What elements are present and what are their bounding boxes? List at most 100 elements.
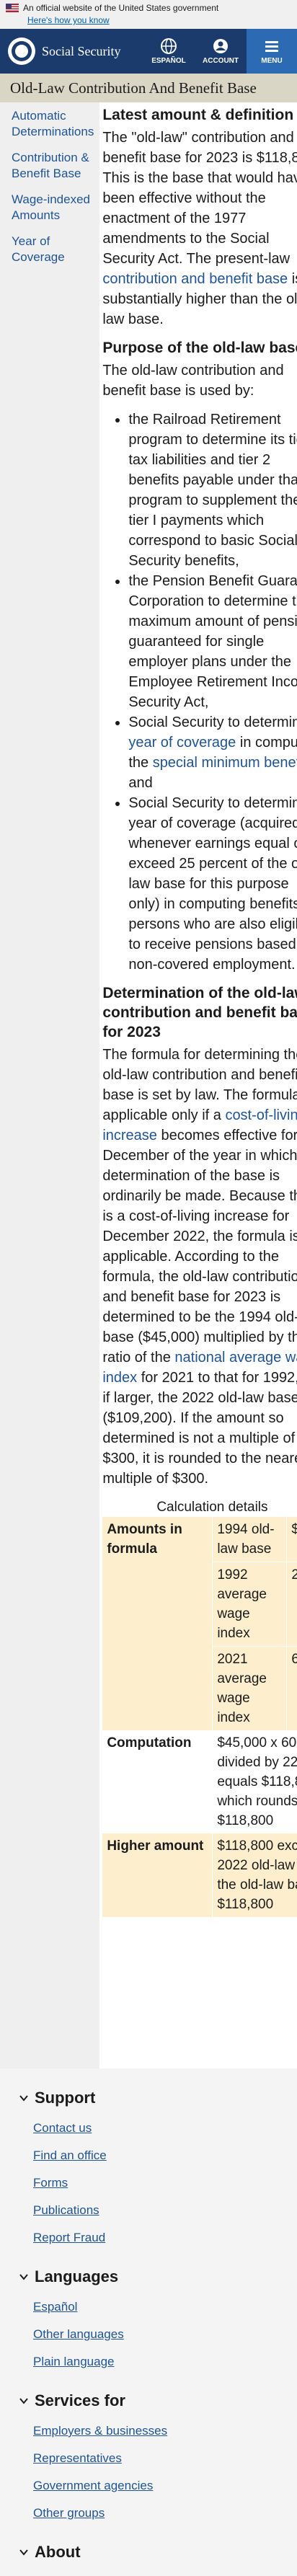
footer-link[interactable]: Contact us xyxy=(33,2121,92,2135)
footer-link[interactable]: Other languages xyxy=(33,2327,124,2341)
banner-link[interactable]: Here's how you know xyxy=(27,15,110,25)
sidebar: Automatic Determinations Contribution & B… xyxy=(0,102,100,2068)
main: Automatic Determinations Contribution & B… xyxy=(0,102,297,2068)
calc-table: Calculation details Amounts in formula 199… xyxy=(102,1497,297,1917)
cell: 2021 average wage index xyxy=(212,1646,287,1730)
text-run: Social Security to determine a year of c… xyxy=(128,795,297,973)
row-header: Amounts in formula xyxy=(107,1522,182,1557)
footer-link[interactable]: Forms xyxy=(33,2176,68,2190)
header-button[interactable]: ACCOUNT xyxy=(195,29,247,74)
table-row: Computation $45,000 x 60,575.07 divided b… xyxy=(102,1730,297,1833)
sidebar-link[interactable]: Wage-indexed Amounts xyxy=(12,192,90,222)
footer-heading-text: Languages xyxy=(35,2267,119,2285)
cell: 1992 average wage index xyxy=(212,1562,287,1647)
inline-link[interactable]: national average wage index xyxy=(102,1350,297,1386)
paragraph: The old-law contribution and benefit bas… xyxy=(102,360,297,401)
cell: 60,575.07 xyxy=(286,1646,297,1730)
footer-heading-text: About xyxy=(35,2543,81,2561)
inline-link[interactable]: year of coverage xyxy=(128,735,236,751)
paragraph: The formula for determining the old-law … xyxy=(102,1045,297,1489)
list-item: the Pension Benefit Guaranty Corporation… xyxy=(128,571,297,712)
chevron xyxy=(19,2095,28,2102)
header-button-label: ACCOUNT xyxy=(203,56,239,65)
page-title: Old-Law Contribution And Benefit Base xyxy=(10,79,257,97)
sidebar-link[interactable]: Year of Coverage xyxy=(12,234,65,264)
footer-heading[interactable]: Services for xyxy=(19,2391,297,2410)
chevron xyxy=(19,2549,28,2556)
list-item: Social Security to determine a year of c… xyxy=(128,712,297,793)
inline-link[interactable]: cost-of-living increase xyxy=(102,1107,297,1143)
table-row: Amounts in formula 1994 old-law base$45,0… xyxy=(102,1517,297,1562)
content: Latest amount & definition The "old-law" … xyxy=(99,102,297,2068)
footer-link[interactable]: Other groups xyxy=(33,2506,105,2520)
footer-link[interactable]: Publications xyxy=(33,2203,99,2217)
text-run: Social Security to determine a xyxy=(128,714,297,730)
footer-link[interactable]: Representatives xyxy=(33,2451,122,2465)
header-button-label: ESPAÑOL xyxy=(151,56,186,65)
cell: 22,935.42 xyxy=(286,1562,297,1647)
footer: Support Contact us Find an office Forms Publ… xyxy=(0,2068,297,2576)
footer-section: Support Contact us Find an office Forms Publ… xyxy=(19,2089,297,2252)
footer-link[interactable]: Report Fraud xyxy=(33,2231,106,2244)
sidebar-link[interactable]: Automatic Determinations xyxy=(12,109,94,138)
footer-section: Services for Employers & businesses Repres… xyxy=(19,2391,297,2527)
sidebar-link[interactable]: Contribution & Benefit Base xyxy=(12,151,89,180)
footer-heading[interactable]: Languages xyxy=(19,2267,297,2286)
cell: $45,000 xyxy=(286,1517,297,1562)
text-run: in computing the xyxy=(128,735,297,771)
text-run: becomes effective for December of the ye… xyxy=(102,1128,297,1366)
header-button[interactable]: MENU xyxy=(247,29,297,74)
footer-heading-text: Support xyxy=(35,2089,96,2107)
seal xyxy=(8,37,35,65)
section-heading: Purpose of the old-law base xyxy=(102,340,297,356)
header-button[interactable]: ESPAÑOL xyxy=(143,29,195,74)
header-nav: ESPAÑOL ACCOUNT MENU xyxy=(143,29,297,74)
footer-section: About xyxy=(19,2543,297,2562)
text-run: , and xyxy=(128,775,153,791)
footer-link[interactable]: Español xyxy=(33,2300,78,2314)
footer-link[interactable]: Government agencies xyxy=(33,2479,154,2492)
list-item: the Railroad Retirement program to deter… xyxy=(128,410,297,571)
footer-link[interactable]: Find an office xyxy=(33,2148,107,2162)
flag xyxy=(6,4,19,12)
cell: 1994 old-law base xyxy=(212,1517,287,1562)
footer-link[interactable]: Plain language xyxy=(33,2355,115,2368)
chevron xyxy=(19,2398,28,2404)
list: the Railroad Retirement program to deter… xyxy=(102,410,297,975)
section-heading: Determination of the old-law contributio… xyxy=(102,985,297,1040)
section-heading: Latest amount & definition xyxy=(102,107,294,123)
footer-heading[interactable]: Support xyxy=(19,2089,297,2107)
cell: $118,800 exceeds the 2022 old-law base, … xyxy=(212,1833,297,1917)
header: Social Security ESPAÑOL ACCOUNT MENU xyxy=(0,29,297,74)
text-run: the Pension Benefit Guaranty Corporation… xyxy=(128,573,297,710)
footer-link[interactable]: Employers & businesses xyxy=(33,2424,168,2438)
text-run: for 2021 to that for 1992, or, if larger… xyxy=(102,1370,297,1487)
banner-text: An official website of the United States… xyxy=(23,3,219,13)
footer-heading[interactable]: About xyxy=(19,2543,297,2562)
text-run: The formula for determining the old-law … xyxy=(102,1047,297,1123)
icon xyxy=(213,38,228,53)
header-button-label: MENU xyxy=(261,56,283,65)
table-row: Higher amount $118,800 exceeds the 2022 o… xyxy=(102,1833,297,1917)
list-item: Social Security to determine a year of c… xyxy=(128,793,297,975)
paragraph: The "old-law" contribution and benefit b… xyxy=(102,128,297,329)
gov-banner: An official website of the United States… xyxy=(0,0,297,29)
cell: $45,000 x 60,575.07 divided by 22,935.42… xyxy=(212,1730,297,1833)
inline-link[interactable]: contribution and benefit base xyxy=(102,271,288,287)
text-run: the Railroad Retirement program to deter… xyxy=(128,412,297,569)
icon xyxy=(265,40,278,52)
text-run: is substantially higher than the old-law… xyxy=(102,271,297,327)
icon xyxy=(161,37,177,54)
footer-heading-text: Services for xyxy=(35,2391,125,2409)
text-run: The old-law contribution and benefit bas… xyxy=(102,363,284,399)
inline-link[interactable]: special minimum benefit xyxy=(152,755,297,771)
table-caption: Calculation details xyxy=(156,1500,268,1515)
brand-name: Social Security xyxy=(42,43,121,58)
row-header: Computation xyxy=(107,1735,192,1750)
brand[interactable]: Social Security xyxy=(7,37,120,66)
footer-section: Languages Español Other languages Plain lan… xyxy=(19,2267,297,2376)
title-bar: Old-Law Contribution And Benefit Base xyxy=(0,74,297,102)
